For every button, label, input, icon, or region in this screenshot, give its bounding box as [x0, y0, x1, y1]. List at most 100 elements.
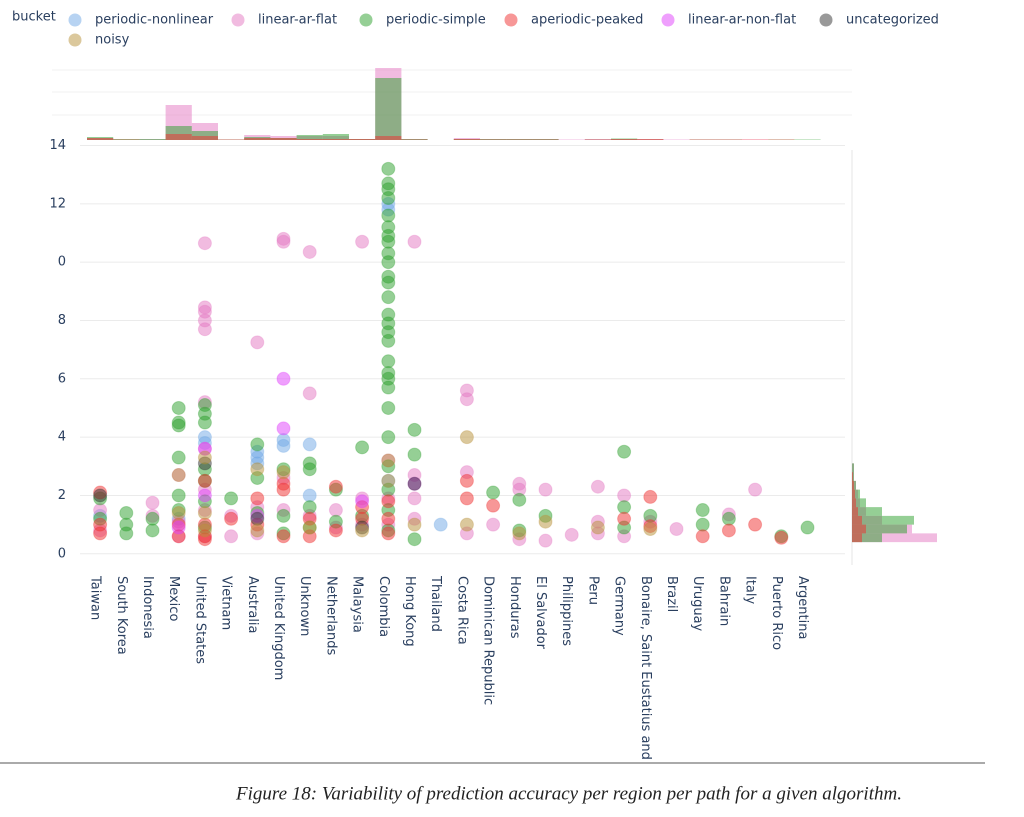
point	[276, 234, 291, 249]
point	[643, 489, 658, 504]
point	[171, 520, 186, 535]
point	[486, 485, 501, 500]
legend-label: aperiodic-peaked	[531, 13, 643, 28]
x-tick-label: Hong Kong	[402, 576, 417, 647]
top-histogram-bar	[663, 139, 690, 140]
top-histogram-bar	[113, 139, 140, 140]
caption: Figure 18: Variability of prediction acc…	[235, 783, 902, 804]
point	[381, 333, 396, 348]
right-histogram-bar	[852, 489, 860, 499]
point	[617, 511, 632, 526]
point	[250, 335, 265, 350]
y-tick-label: 12	[49, 196, 66, 211]
point	[774, 530, 789, 545]
point	[197, 450, 212, 465]
x-tick-label: Indonesia	[140, 576, 155, 639]
point	[381, 473, 396, 488]
point	[695, 529, 710, 544]
point	[145, 523, 160, 538]
point	[328, 523, 343, 538]
x-tick-label: Mexico	[166, 576, 181, 621]
top-histogram-bar	[322, 139, 349, 140]
x-tick-label: Uruguay	[690, 576, 705, 632]
point	[197, 488, 212, 503]
point	[302, 500, 317, 515]
x-tick-label: Australia	[245, 576, 260, 634]
legend-label: linear-ar-non-flat	[688, 13, 796, 28]
top-histogram-bar	[768, 139, 795, 140]
y-tick-label: 8	[58, 313, 66, 328]
top-histogram-bar	[296, 139, 323, 140]
point	[486, 517, 501, 532]
point	[407, 422, 422, 437]
x-tick-label: Costa Rica	[454, 576, 469, 645]
right-histogram-bar	[852, 507, 858, 516]
top-histogram-bar	[794, 139, 821, 140]
top-histogram-bar	[584, 139, 611, 140]
legend-marker	[359, 13, 373, 27]
right-histogram-bar	[852, 524, 866, 534]
x-tick-label: Unknown	[297, 576, 312, 636]
right-histogram-bar	[852, 533, 882, 543]
point	[381, 526, 396, 541]
point	[93, 488, 108, 503]
point	[381, 400, 396, 415]
y-tick-label: 4	[58, 430, 66, 445]
x-tick-label: Brazil	[664, 576, 679, 612]
point	[643, 522, 658, 537]
point	[302, 488, 317, 503]
point	[145, 511, 160, 526]
point	[433, 517, 448, 532]
point	[486, 498, 501, 513]
x-tick-label: Thailand	[428, 575, 443, 632]
point	[538, 514, 553, 529]
point	[459, 473, 474, 488]
x-tick-label: Netherlands	[323, 576, 338, 655]
point	[302, 520, 317, 535]
point	[564, 527, 579, 542]
x-tick-label: Philippines	[559, 576, 574, 646]
point	[407, 476, 422, 491]
x-tick-label: United States	[192, 576, 207, 664]
point	[590, 479, 605, 494]
right-histogram-bar	[852, 524, 907, 534]
top-histogram-bar	[742, 139, 769, 140]
point	[171, 505, 186, 520]
top-histogram-bar	[637, 139, 664, 140]
point	[695, 517, 710, 532]
legend-label: linear-ar-flat	[258, 13, 337, 28]
right-histogram-bar	[852, 498, 856, 508]
x-tick-label: Italy	[743, 576, 758, 605]
top-histogram-bar	[322, 134, 349, 140]
legend-title: bucket	[12, 10, 56, 25]
right-histogram-bar	[852, 533, 937, 543]
point	[276, 482, 291, 497]
point	[800, 520, 815, 535]
top-histogram-bar	[611, 139, 638, 140]
right-histogram-bar	[852, 515, 914, 525]
point	[197, 473, 212, 488]
right-histogram-bar	[852, 507, 882, 516]
x-tick-label: Bonaire, Saint Eustatius and	[638, 576, 653, 760]
point	[224, 511, 239, 526]
point	[355, 234, 370, 249]
point	[381, 511, 396, 526]
point	[381, 234, 396, 249]
point	[617, 444, 632, 459]
x-tick-label: Bahrain	[716, 576, 731, 626]
right-histogram-bar	[852, 489, 855, 499]
point	[119, 526, 134, 541]
point	[328, 503, 343, 518]
point	[276, 465, 291, 480]
top-histogram-bar	[453, 139, 480, 140]
point	[381, 430, 396, 445]
point	[355, 494, 370, 509]
point	[381, 354, 396, 369]
x-tick-label: Germany	[612, 576, 627, 636]
legend-marker	[661, 13, 675, 27]
top-histogram-bar	[532, 139, 559, 140]
point	[721, 511, 736, 526]
point	[459, 491, 474, 506]
point	[355, 523, 370, 538]
point	[381, 275, 396, 290]
